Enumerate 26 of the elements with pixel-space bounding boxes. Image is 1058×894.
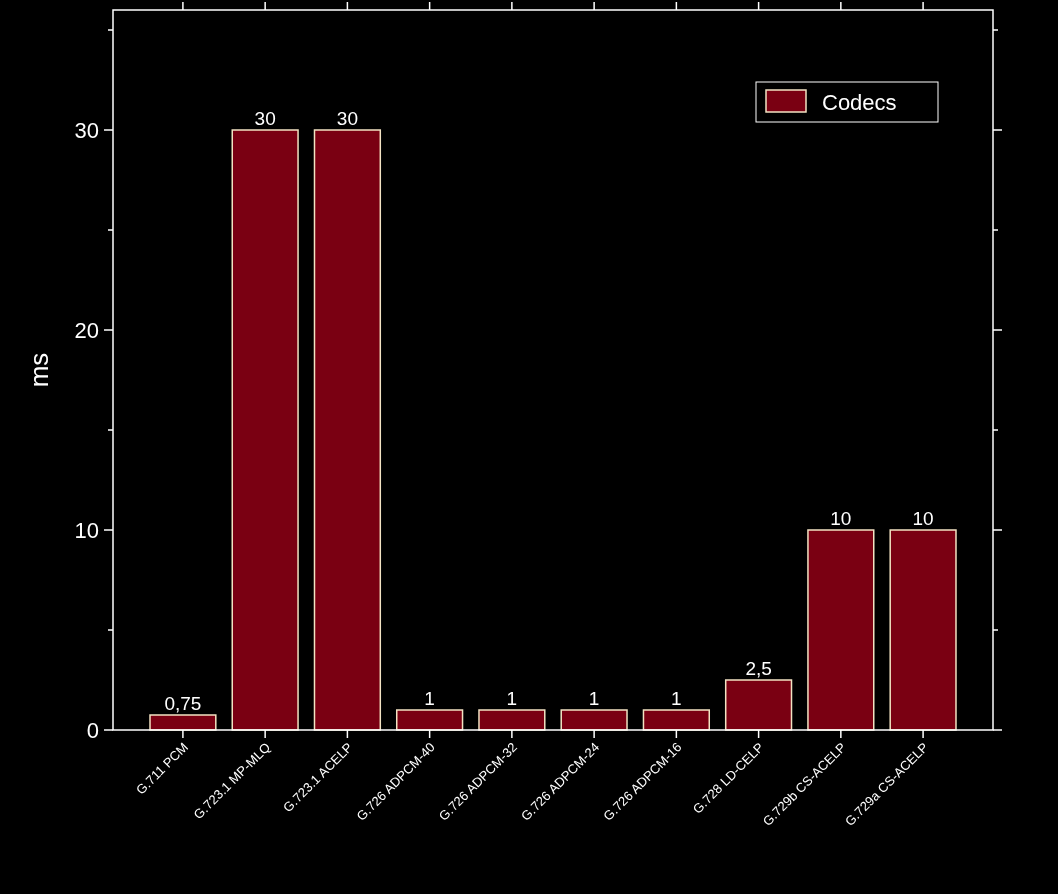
bar bbox=[642, 709, 711, 731]
y-tick-label: 0 bbox=[86, 717, 99, 743]
data-label: 1 bbox=[588, 688, 600, 709]
data-label: 1 bbox=[506, 688, 518, 709]
bar bbox=[149, 714, 217, 731]
y-tick-label: 30 bbox=[74, 117, 99, 143]
legend-label: Codecs bbox=[822, 89, 897, 115]
data-label: 0,75 bbox=[164, 693, 202, 714]
y-tick-label: 20 bbox=[74, 317, 99, 343]
data-label: 10 bbox=[912, 508, 934, 529]
data-label: 2,5 bbox=[745, 658, 772, 679]
data-label: 10 bbox=[830, 508, 852, 529]
data-label: 30 bbox=[254, 108, 276, 129]
bar bbox=[724, 679, 793, 731]
bar bbox=[478, 709, 546, 731]
bar bbox=[313, 129, 382, 731]
y-axis-title: ms bbox=[24, 352, 54, 388]
data-label: 1 bbox=[671, 688, 682, 709]
data-label: 1 bbox=[424, 688, 435, 709]
bar bbox=[560, 709, 628, 731]
bar bbox=[889, 529, 957, 731]
bar bbox=[231, 129, 299, 731]
data-label: 30 bbox=[336, 108, 358, 129]
bar bbox=[807, 529, 875, 731]
y-tick-label: 10 bbox=[74, 517, 99, 543]
bar bbox=[395, 709, 464, 731]
